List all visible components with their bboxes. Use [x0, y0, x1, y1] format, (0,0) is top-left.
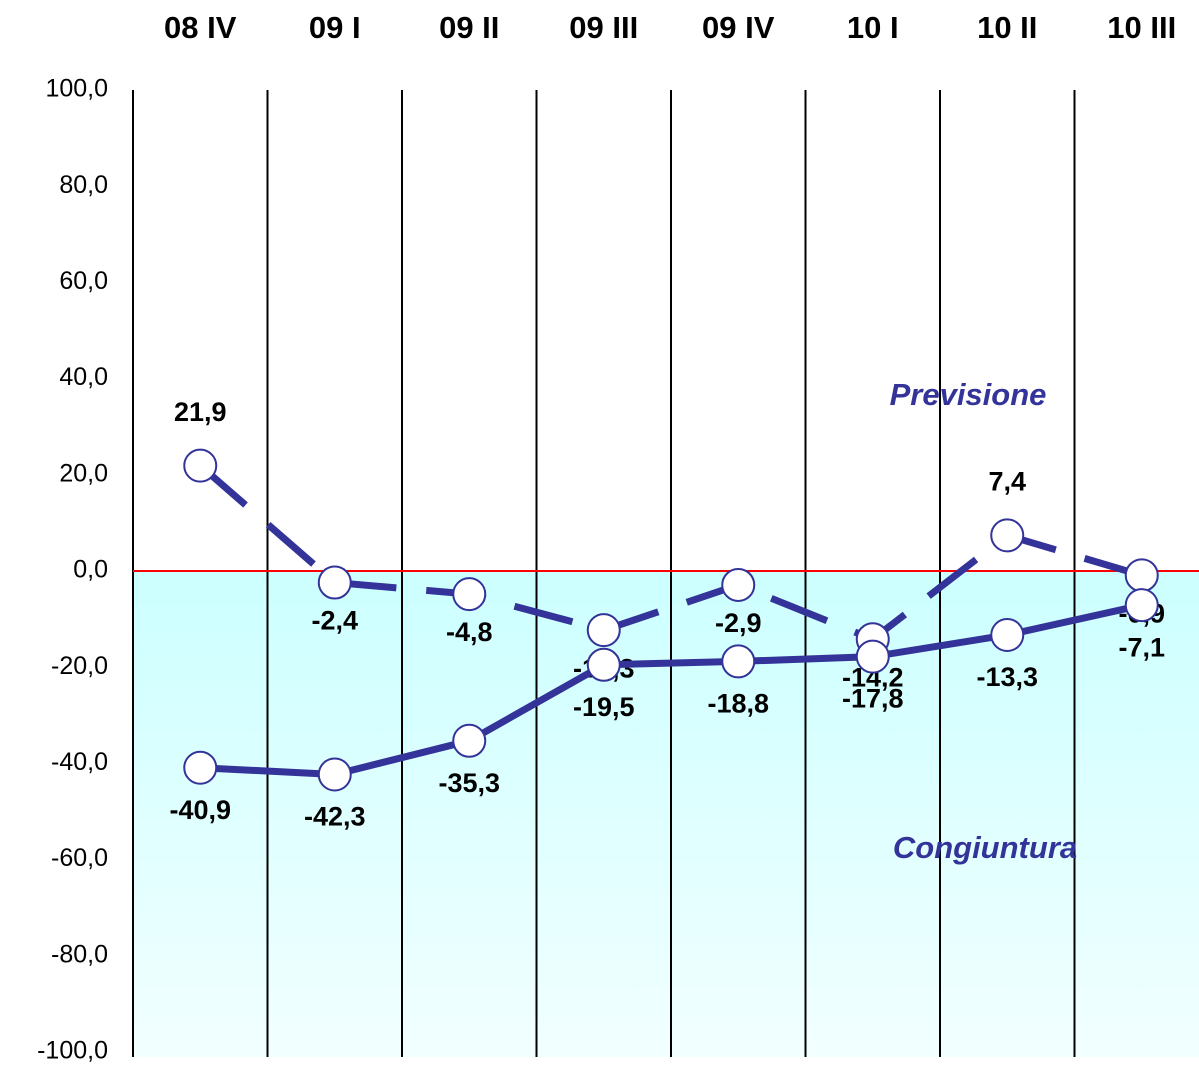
x-category-label: 08 IV — [164, 10, 237, 45]
data-label: 21,9 — [174, 397, 227, 427]
x-category-label: 09 IV — [702, 10, 775, 45]
data-point — [317, 565, 352, 600]
data-point — [183, 750, 218, 785]
y-tick-label: 60,0 — [59, 267, 108, 295]
data-label: -18,8 — [707, 689, 769, 719]
data-label: -19,5 — [573, 692, 635, 722]
data-point — [452, 577, 487, 612]
data-point — [990, 518, 1025, 553]
y-tick-label: -40,0 — [51, 748, 108, 776]
data-point — [183, 448, 218, 483]
data-point — [586, 647, 621, 682]
y-tick-label: -60,0 — [51, 844, 108, 872]
y-tick-label: -80,0 — [51, 940, 108, 968]
data-point — [855, 639, 890, 674]
data-label: -40,9 — [169, 795, 231, 825]
y-tick-label: 40,0 — [59, 363, 108, 391]
data-point — [317, 757, 352, 792]
data-label: -2,4 — [311, 606, 358, 636]
y-tick-label: 20,0 — [59, 459, 108, 487]
x-category-label: 09 III — [569, 10, 638, 45]
data-point — [721, 567, 756, 602]
series-line — [200, 601, 1143, 778]
x-category-label: 10 III — [1107, 10, 1176, 45]
series-name: Congiuntura — [893, 830, 1077, 865]
data-label: -42,3 — [304, 802, 366, 832]
data-label: -4,8 — [446, 617, 493, 647]
x-category-label: 10 II — [977, 10, 1037, 45]
data-label: -2,9 — [715, 608, 762, 638]
data-point — [1124, 558, 1159, 593]
y-tick-label: -100,0 — [37, 1037, 108, 1065]
data-point — [990, 617, 1025, 652]
data-point — [721, 644, 756, 679]
data-label: -17,8 — [842, 684, 904, 714]
y-tick-label: 80,0 — [59, 171, 108, 199]
data-label: -7,1 — [1118, 632, 1165, 662]
series-line — [197, 463, 1143, 643]
x-category-label: 09 I — [309, 10, 361, 45]
data-point — [1124, 588, 1159, 623]
negative-area — [133, 571, 1199, 1057]
x-category-label: 10 I — [847, 10, 899, 45]
data-label: -13,3 — [976, 662, 1038, 692]
x-category-label: 09 II — [439, 10, 499, 45]
data-label: -35,3 — [438, 768, 500, 798]
data-point — [452, 723, 487, 758]
data-label: 7,4 — [988, 467, 1026, 497]
data-point — [586, 613, 621, 648]
y-tick-label: -20,0 — [51, 652, 108, 680]
series-name: Previsione — [890, 377, 1047, 412]
y-tick-label: 0,0 — [73, 556, 108, 584]
y-tick-label: 100,0 — [45, 75, 108, 103]
